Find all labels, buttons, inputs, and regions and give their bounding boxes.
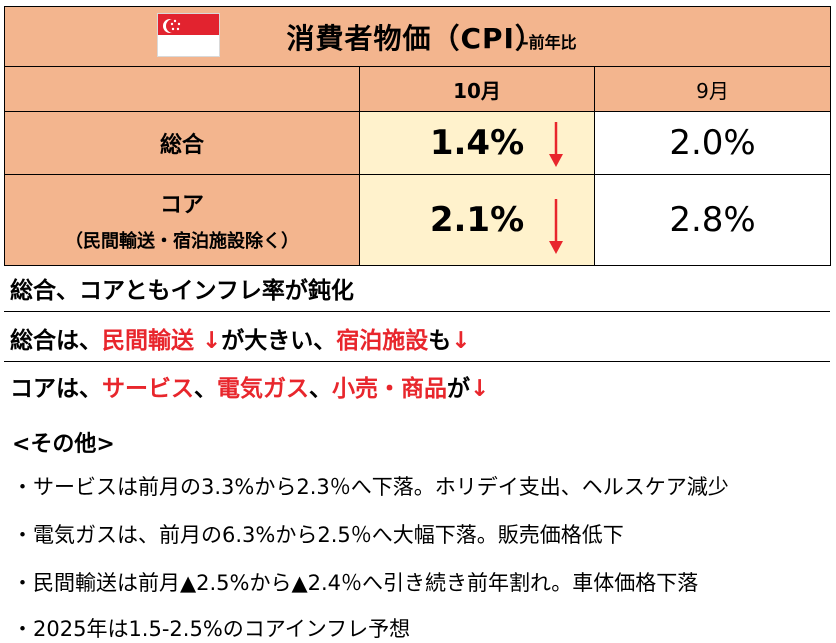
summary-line-3-part: 、 <box>309 376 332 402</box>
other-item: ・2025年は1.5-2.5%のコアインフレ予想 <box>12 617 411 641</box>
column-header-september: 9月 <box>593 66 832 112</box>
summary-line-2-part: も <box>428 328 452 354</box>
other-item: ・電気ガスは、前月の6.3%から2.5％へ大幅下落。販売価格低下 <box>12 523 624 547</box>
summary-line-1: 総合、コアともインフレ率が鈍化 <box>4 271 830 312</box>
summary-line-2-highlight: 民間輸送 ↓ <box>102 328 222 354</box>
summary-line-3: コアは、サービス、電気ガス、小売・商品が↓ <box>4 369 830 410</box>
headline-october-value: 1.4% <box>429 123 525 163</box>
row-label-headline-text: 総合 <box>159 133 204 158</box>
down-arrow-icon <box>549 122 563 167</box>
summary-line-3-part: コアは、 <box>10 376 102 402</box>
singapore-flag-icon <box>157 13 220 57</box>
row-label-core-text: コア <box>159 193 204 218</box>
summary-line-2-part: が大きい、 <box>221 328 337 354</box>
summary-line-3-highlight: 電気ガス <box>217 376 309 402</box>
summary-line-3-part: 、 <box>194 376 217 402</box>
summary-line-3-highlight: 小売・商品 <box>332 376 447 402</box>
headline-october-cell: 1.4% <box>359 111 595 175</box>
page-title: 消費者物価（CPI） <box>286 21 544 55</box>
summary-line-2: 総合は、民間輸送 ↓が大きい、宿泊施設も↓ <box>4 321 830 362</box>
core-october-cell: 2.1% <box>359 174 595 266</box>
summary-line-3-highlight: サービス <box>102 376 194 402</box>
down-arrow-icon <box>549 199 563 254</box>
other-item: ・サービスは前月の3.3%から2.3％へ下落。ホリデイ支出、ヘルスケア減少 <box>12 475 729 499</box>
summary-line-2-arrow: ↓ <box>451 328 471 354</box>
row-label-headline: 総合 <box>4 111 360 175</box>
summary-line-2-part: 総合は、 <box>10 328 102 354</box>
core-september-value: 2.8% <box>593 174 832 266</box>
table-title-cell: 消費者物価（CPI）-前年比 <box>3 6 832 67</box>
page-subtitle: -前年比 <box>521 32 577 52</box>
summary-line-3-arrow: ↓ <box>470 376 490 402</box>
other-item: ・民間輸送は前月▲2.5%から▲2.4％へ引き続き前年割れ。車体価格下落 <box>12 571 699 595</box>
headline-september-value: 2.0% <box>593 111 832 175</box>
cpi-table: 消費者物価（CPI）-前年比 10月 9月 総合 1.4% 2.0% コア （民… <box>3 6 832 266</box>
core-october-value: 2.1% <box>429 200 525 240</box>
summary-line-3-part: が <box>447 376 470 402</box>
row-label-core: コア （民間輸送・宿泊施設除く） <box>4 174 360 266</box>
row-label-core-note: （民間輸送・宿泊施設除く） <box>65 231 299 252</box>
summary-line-1-text: 総合、コアともインフレ率が鈍化 <box>10 278 354 304</box>
column-header-october: 10月 <box>359 66 595 112</box>
other-heading: <その他> <box>12 432 115 457</box>
empty-header-cell <box>4 66 360 112</box>
summary-line-2-highlight: 宿泊施設 <box>336 328 429 354</box>
